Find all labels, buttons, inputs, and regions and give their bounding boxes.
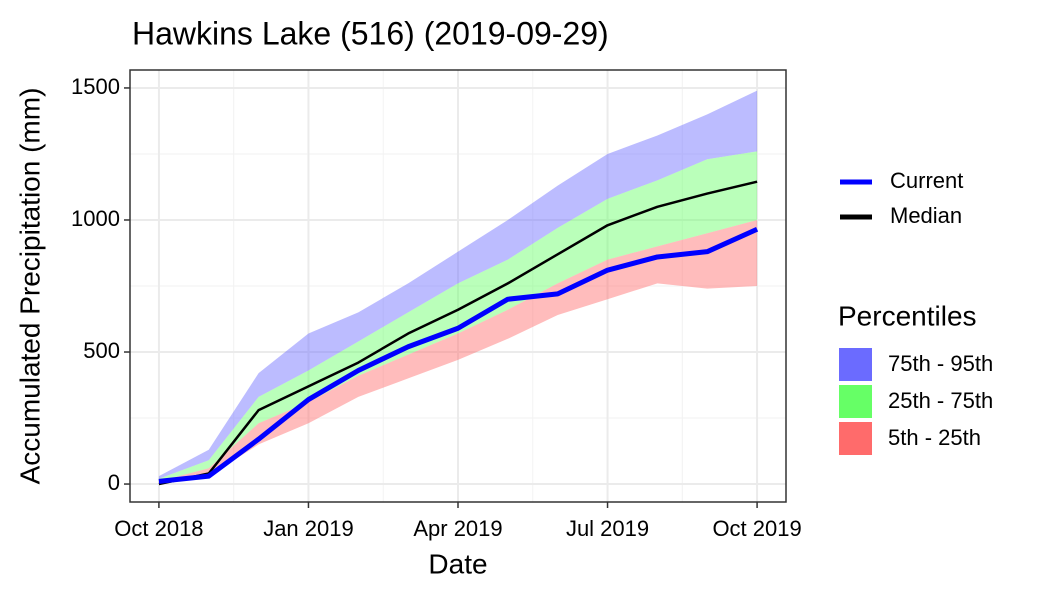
x-tick-label: Jan 2019	[263, 516, 354, 541]
y-axis-title: Accumulated Precipitation (mm)	[14, 88, 45, 485]
legend-label: Current	[890, 168, 963, 193]
y-tick-label: 0	[108, 470, 120, 495]
legend-label: Median	[890, 203, 962, 228]
x-tick-label: Oct 2018	[114, 516, 203, 541]
series-line	[158, 180, 758, 486]
plot-border	[129, 69, 787, 503]
chart-title: Hawkins Lake (516) (2019-09-29)	[132, 15, 609, 51]
y-tick-label: 1500	[71, 74, 120, 99]
legend-label: 75th - 95th	[888, 351, 993, 376]
legend-label: 5th - 25th	[888, 425, 981, 450]
x-tick-label: Oct 2019	[712, 516, 801, 541]
percentile-band	[158, 90, 758, 479]
legend-label: 25th - 75th	[888, 388, 993, 413]
legend-swatch	[839, 422, 872, 455]
x-tick-label: Jul 2019	[566, 516, 649, 541]
series-line	[158, 226, 759, 484]
percentile-band	[158, 219, 758, 485]
y-tick-label: 1000	[71, 206, 120, 231]
x-axis-title: Date	[428, 548, 487, 579]
legend-title: Percentiles	[838, 300, 977, 331]
y-tick-label: 500	[83, 338, 120, 363]
x-tick-label: Apr 2019	[413, 516, 502, 541]
legend-swatch	[839, 385, 872, 418]
legend-swatch	[839, 348, 872, 381]
